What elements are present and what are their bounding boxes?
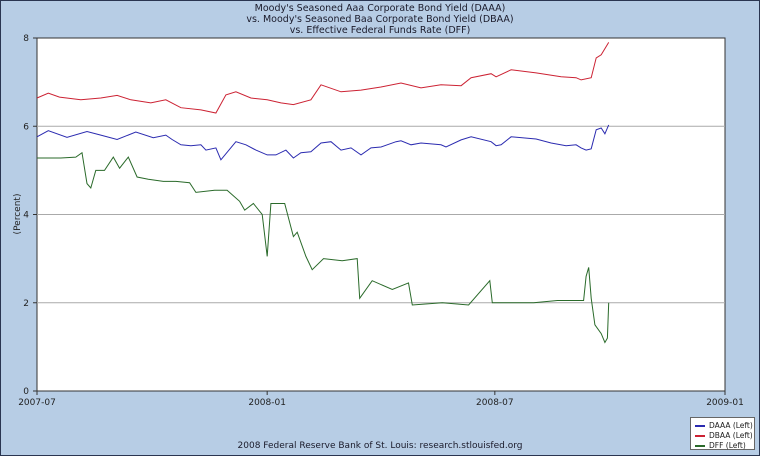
- y-tick-label: 8: [23, 34, 29, 44]
- series-line-daaa: [36, 124, 610, 161]
- chart-title-line-1: Moody's Seasoned Aaa Corporate Bond Yiel…: [254, 3, 506, 14]
- footer-credit: 2008 Federal Reserve Bank of St. Louis: …: [237, 441, 523, 451]
- x-tick-label: 2008-07: [476, 398, 514, 408]
- series-line-dbaa: [36, 42, 610, 114]
- x-tick-label: 2007-07: [18, 398, 56, 408]
- legend-item-dbaa: DBAA (Left): [691, 431, 754, 440]
- legend-label: DAAA (Left): [709, 421, 753, 430]
- chart-title-line-3: vs. Effective Federal Funds Rate (DFF): [289, 25, 471, 36]
- legend: DAAA (Left) DBAA (Left) DFF (Left): [690, 417, 755, 450]
- y-tick-label: 6: [23, 122, 29, 132]
- legend-item-daaa: DAAA (Left): [691, 421, 754, 430]
- series-line-dff: [37, 151, 610, 344]
- x-tick-label: 2009-01: [706, 398, 744, 408]
- y-tick-label: 4: [23, 211, 29, 221]
- legend-item-dff: DFF (Left): [691, 441, 754, 450]
- legend-label: DBAA (Left): [709, 431, 753, 440]
- y-tick-label: 0: [23, 387, 29, 397]
- legend-label: DFF (Left): [709, 441, 746, 450]
- chart-title-line-2: vs. Moody's Seasoned Baa Corporate Bond …: [246, 14, 514, 25]
- y-axis-label: (Percent): [13, 194, 23, 235]
- y-tick-label: 2: [23, 299, 29, 309]
- x-tick-label: 2008-01: [248, 398, 286, 408]
